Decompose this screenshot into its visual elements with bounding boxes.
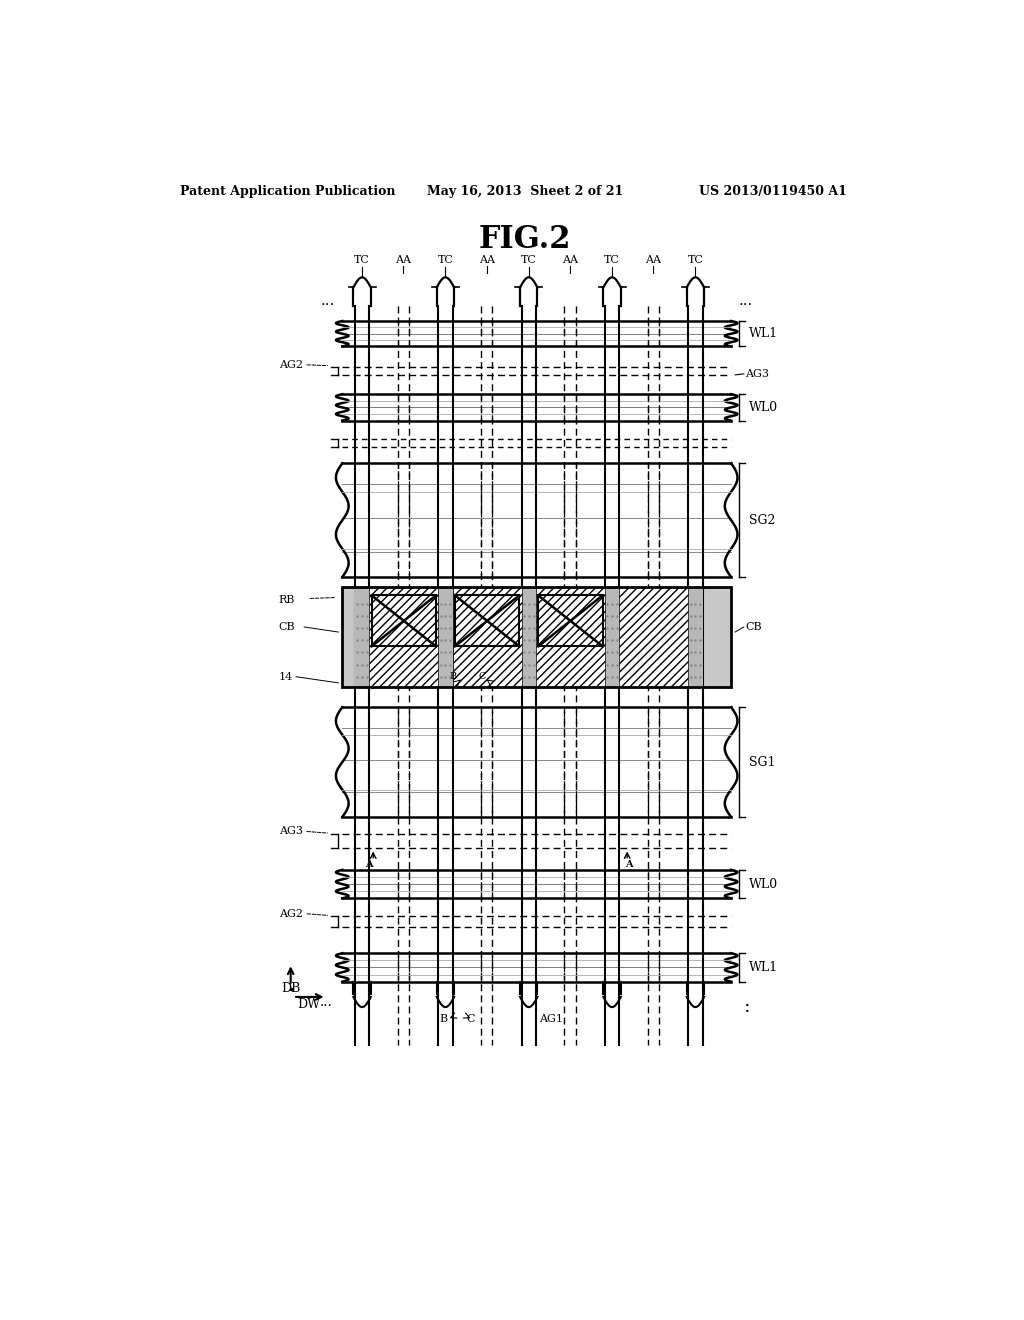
Text: C: C (478, 672, 485, 681)
Text: 14: 14 (279, 672, 293, 681)
Text: TC: TC (521, 255, 537, 265)
Text: ...: ... (321, 995, 333, 1008)
Bar (372, 595, 436, 647)
Text: May 16, 2013  Sheet 2 of 21: May 16, 2013 Sheet 2 of 21 (427, 185, 623, 198)
Text: WL1: WL1 (749, 327, 777, 341)
Bar (453, 587, 521, 686)
Text: CB: CB (745, 622, 762, 632)
Bar (687, 587, 703, 686)
Text: ...: ... (738, 293, 753, 308)
Text: C: C (467, 1014, 475, 1024)
Text: B: B (439, 1014, 447, 1024)
Text: Patent Application Publication: Patent Application Publication (179, 185, 395, 198)
Text: TC: TC (687, 255, 703, 265)
Text: DB: DB (282, 982, 300, 995)
Text: RB: RB (279, 594, 295, 605)
Text: DW: DW (297, 998, 321, 1011)
Bar (455, 595, 519, 647)
Text: AG3: AG3 (279, 826, 303, 837)
Bar (342, 708, 731, 817)
Bar (342, 953, 731, 982)
Bar (342, 587, 731, 686)
Bar (620, 587, 688, 686)
Text: AA: AA (562, 255, 578, 265)
Text: CB: CB (279, 622, 295, 632)
Bar (521, 587, 537, 686)
Text: A: A (625, 861, 633, 870)
Text: AG2: AG2 (279, 360, 303, 370)
Bar (372, 595, 436, 647)
Text: B: B (449, 672, 457, 681)
Text: AG2: AG2 (279, 908, 303, 919)
Bar (342, 321, 731, 346)
Text: ...: ... (321, 293, 335, 308)
Text: TC: TC (354, 255, 370, 265)
Bar (539, 595, 602, 647)
Text: WL0: WL0 (749, 401, 777, 414)
Bar (342, 395, 731, 421)
Bar (342, 463, 731, 577)
Bar (604, 587, 620, 686)
Text: A: A (366, 861, 373, 870)
Text: TC: TC (604, 255, 621, 265)
Text: AA: AA (645, 255, 662, 265)
Bar (354, 587, 370, 686)
Text: WL0: WL0 (749, 878, 777, 891)
Text: FIG.2: FIG.2 (478, 224, 571, 255)
Text: AG3: AG3 (745, 368, 769, 379)
Bar (370, 587, 438, 686)
Text: AG1: AG1 (539, 1014, 563, 1024)
Text: :: : (743, 998, 751, 1016)
Text: SG1: SG1 (749, 755, 775, 768)
Text: AA: AA (395, 255, 412, 265)
Text: SG2: SG2 (749, 513, 775, 527)
Bar (455, 595, 519, 647)
Text: US 2013/0119450 A1: US 2013/0119450 A1 (699, 185, 847, 198)
Text: WL1: WL1 (749, 961, 777, 974)
Bar (536, 587, 605, 686)
Text: AA: AA (478, 255, 495, 265)
Bar (342, 587, 731, 686)
Text: TC: TC (437, 255, 454, 265)
Bar (539, 595, 602, 647)
Bar (437, 587, 454, 686)
Bar (342, 870, 731, 899)
